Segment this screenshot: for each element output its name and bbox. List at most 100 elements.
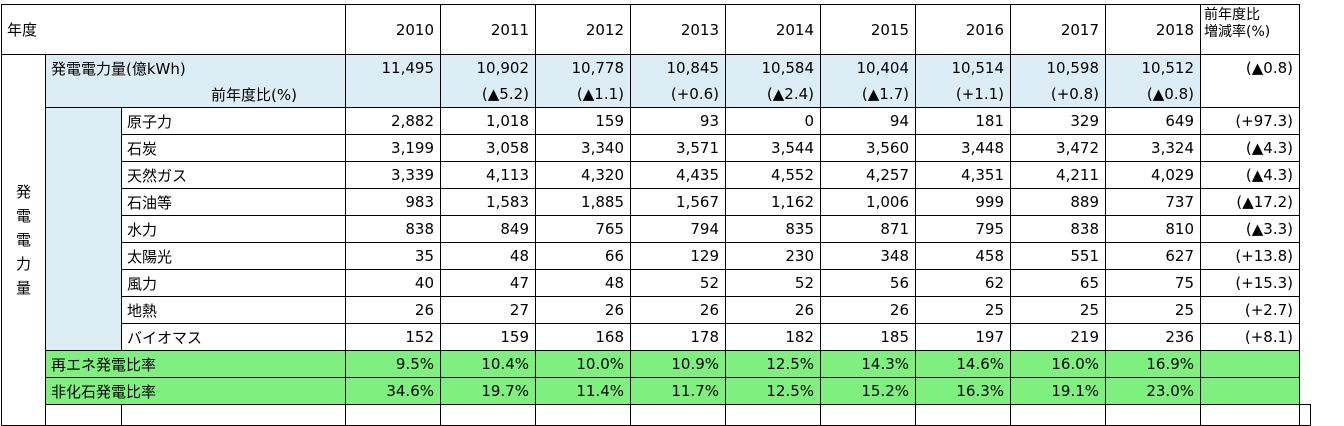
source-value: 26 [535,296,631,324]
source-value: 35 [345,242,441,270]
source-value: 40 [345,269,441,297]
empty-cell [121,404,346,426]
source-value: 26 [725,296,821,324]
source-value: 3,448 [915,134,1011,162]
total-value: 11,495 [345,54,441,81]
source-row: 天然ガス 3,339 4,113 4,320 4,435 4,552 4,257 4,351 4… [2,161,1311,189]
source-value: 794 [630,215,726,243]
source-value: 795 [915,215,1011,243]
source-change: (▲4.3) [1200,134,1300,162]
source-value: 3,560 [820,134,916,162]
source-value: 129 [630,242,726,270]
source-value: 810 [1105,215,1201,243]
source-value: 48 [535,269,631,297]
source-value: 4,029 [1105,161,1201,189]
source-label: 石炭 [121,134,346,162]
year-header: 2010 [345,4,441,55]
source-value: 551 [1010,242,1106,270]
source-value: 25 [1105,296,1201,324]
source-row: 石油等 983 1,583 1,885 1,567 1,162 1,006 999 889 737… [2,188,1311,216]
source-value: 849 [440,215,536,243]
source-change: (▲17.2) [1200,188,1300,216]
yoy-value: (+1.1) [915,81,1011,108]
source-value: 75 [1105,269,1201,297]
source-value: 329 [1010,107,1106,135]
source-change: (+15.3) [1200,269,1300,297]
source-value: 47 [440,269,536,297]
source-value: 159 [535,107,631,135]
source-row: バイオマス 152 159 168 178 182 185 197 219 236 (+8.1) [2,323,1311,351]
source-label: 風力 [121,269,346,297]
source-value: 26 [345,296,441,324]
source-value: 3,544 [725,134,821,162]
source-value: 1,162 [725,188,821,216]
year-header: 2018 [1105,4,1201,55]
source-value: 182 [725,323,821,351]
source-value: 348 [820,242,916,270]
side-label-char: 発 [15,183,31,201]
empty-cell [1200,404,1300,426]
source-value: 983 [345,188,441,216]
source-value: 25 [1010,296,1106,324]
source-change: (+13.8) [1200,242,1300,270]
year-header: 2012 [535,4,631,55]
year-header: 2013 [630,4,726,55]
source-value: 3,324 [1105,134,1201,162]
empty-cell [1105,404,1201,426]
source-value: 52 [725,269,821,297]
ratio-value: 34.6% [345,377,441,405]
ratio-value: 11.4% [535,377,631,405]
source-value: 1,885 [535,188,631,216]
year-label: 年度 [1,4,346,55]
empty-cell [1010,404,1106,426]
source-value: 1,006 [820,188,916,216]
ratio-value: 14.6% [915,350,1011,378]
source-value: 1,567 [630,188,726,216]
source-value: 0 [725,107,821,135]
total-change: (▲0.8) [1200,54,1300,81]
source-value: 25 [915,296,1011,324]
source-value: 52 [630,269,726,297]
source-value: 94 [820,107,916,135]
source-value: 889 [1010,188,1106,216]
yoy-row: 前年度比(%) (▲5.2) (▲1.1) (+0.6) (▲2.4) (▲1.7) (+1… [2,81,1311,108]
year-header: 2011 [440,4,536,55]
source-row: 石炭 3,199 3,058 3,340 3,571 3,544 3,560 3,448 3,4… [2,134,1311,162]
ratio-value: 19.7% [440,377,536,405]
table-body: 年度 2010 2011 2012 2013 2014 2015 2016 2017 2018 前年… [1,4,1311,426]
empty-cell [630,404,726,426]
source-value: 999 [915,188,1011,216]
empty-cell [440,404,536,426]
source-value: 3,058 [440,134,536,162]
ratio-value: 10.0% [535,350,631,378]
source-value: 230 [725,242,821,270]
source-value: 737 [1105,188,1201,216]
side-label-char: 電 [15,207,31,225]
ratio-value: 16.0% [1010,350,1106,378]
source-label: バイオマス [121,323,346,351]
total-value: 10,778 [535,54,631,81]
side-label-char: 力 [15,255,31,273]
side-label-char: 量 [15,279,31,297]
source-value: 26 [820,296,916,324]
source-value: 197 [915,323,1011,351]
source-value: 152 [345,323,441,351]
ratio-value: 10.4% [440,350,536,378]
yoy-value: (▲1.1) [535,81,631,108]
ratio-value: 16.9% [1105,350,1201,378]
indent-spacer [45,107,122,351]
source-value: 3,199 [345,134,441,162]
total-value: 10,404 [820,54,916,81]
empty-cell [1299,404,1311,426]
empty-cell [915,404,1011,426]
ratio-value: 23.0% [1105,377,1201,405]
ratio-row: 再エネ発電比率 9.5% 10.4% 10.0% 10.9% 12.5% 14.3% 14.6… [2,350,1311,378]
source-value: 66 [535,242,631,270]
ratio-value: 9.5% [345,350,441,378]
yoy-value: (▲5.2) [440,81,536,108]
yoy-value: (▲0.8) [1105,81,1201,108]
ratio-value: 10.9% [630,350,726,378]
ratio-change-empty [1200,377,1300,405]
empty-cell [725,404,821,426]
ratio-value: 16.3% [915,377,1011,405]
